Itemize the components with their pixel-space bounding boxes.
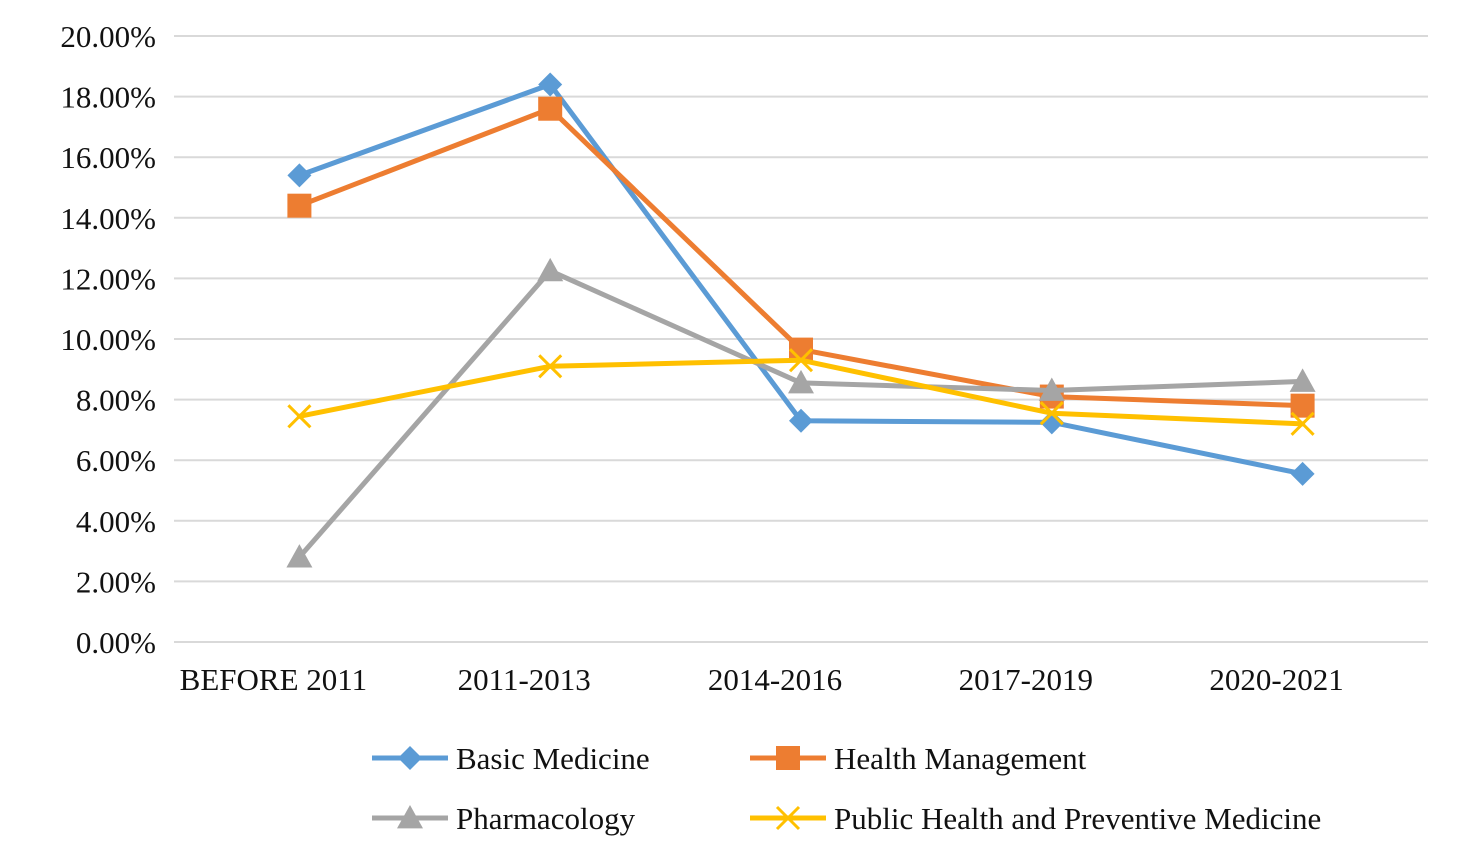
x-tick-label: 2014-2016 (708, 662, 842, 697)
data-point (538, 354, 563, 379)
x-tick-label: 2011-2013 (458, 662, 591, 697)
data-point (1290, 461, 1315, 486)
legend-item: Health Management (750, 741, 1087, 776)
legend-marker (397, 805, 423, 829)
data-point (286, 544, 313, 568)
data-point (788, 348, 814, 373)
x-tick-label: 2017-2019 (959, 662, 1093, 697)
data-point (1290, 411, 1315, 436)
series-lines (286, 72, 1316, 568)
legend-marker (776, 746, 800, 770)
y-tick-label: 14.00% (60, 201, 156, 236)
data-point (1290, 393, 1315, 418)
legend-label: Public Health and Preventive Medicine (834, 801, 1321, 836)
y-tick-label: 6.00% (76, 443, 156, 478)
y-tick-label: 8.00% (76, 383, 156, 418)
data-point (1289, 368, 1316, 392)
legend-label: Health Management (834, 741, 1087, 776)
data-point (537, 257, 564, 282)
data-point (789, 408, 813, 433)
data-point (1039, 401, 1064, 426)
y-tick-label: 4.00% (76, 504, 156, 539)
legend-marker (398, 746, 422, 770)
legend-label: Pharmacology (456, 801, 636, 836)
y-tick-label: 0.00% (76, 625, 156, 660)
data-point (788, 369, 814, 394)
data-point (538, 72, 563, 97)
legend: Basic Medicine Health Management Pharmacol… (372, 741, 1321, 836)
data-point (287, 163, 312, 188)
legend-item: Pharmacology (372, 801, 636, 836)
data-point (538, 96, 563, 121)
series-public-health-and-preventive-medicine (287, 348, 1315, 436)
y-tick-label: 16.00% (60, 140, 156, 175)
series-pharmacology (286, 257, 1316, 568)
series-health-management (287, 96, 1315, 418)
y-tick-label: 2.00% (76, 564, 156, 599)
legend-label: Basic Medicine (456, 741, 650, 776)
y-axis-tick-labels: 0.00% 2.00% 4.00% 6.00% 8.00% 10.00% 12.00% 14.… (60, 19, 156, 660)
x-tick-label: BEFORE 2011 (180, 662, 367, 697)
x-axis-tick-labels: BEFORE 2011 2011-2013 2014-2016 2017-2019 20… (180, 662, 1344, 697)
legend-marker (775, 805, 801, 831)
y-tick-label: 10.00% (60, 322, 156, 357)
y-tick-label: 20.00% (60, 19, 156, 54)
series-basic-medicine (287, 72, 1315, 486)
data-point (1038, 377, 1065, 401)
data-point (287, 193, 312, 218)
x-tick-label: 2020-2021 (1209, 662, 1343, 697)
data-point (1039, 410, 1064, 435)
legend-item: Basic Medicine (372, 741, 650, 776)
data-point (287, 404, 312, 429)
y-tick-label: 18.00% (60, 80, 156, 115)
y-tick-label: 12.00% (60, 261, 156, 296)
legend-item: Public Health and Preventive Medicine (750, 801, 1321, 836)
data-point (789, 337, 813, 362)
